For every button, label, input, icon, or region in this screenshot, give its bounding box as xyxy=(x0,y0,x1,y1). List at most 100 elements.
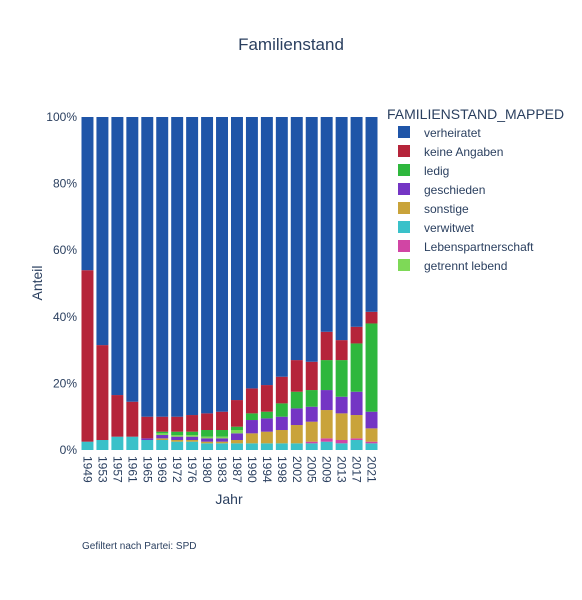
bar-segment-keine-angaben xyxy=(141,416,154,439)
x-axis: 1949 1953 1957 1961 1965 1969 1972 1976 1980 1983… xyxy=(80,456,378,483)
x-tick-label: 1980 xyxy=(200,456,214,483)
bar-segment-lebenspartnerschaft xyxy=(350,438,363,441)
bar-segment-keine-angaben xyxy=(320,331,333,361)
bar-segment-ledig xyxy=(156,431,169,434)
bar-segment-keine-angaben xyxy=(111,395,124,437)
y-axis: 0% 20% 40% 60% 80% 100% xyxy=(46,110,77,457)
bar-segment-verwitwet xyxy=(216,443,229,450)
bar-segment-verheiratet xyxy=(111,117,124,396)
x-tick-label: 1969 xyxy=(155,456,169,483)
filter-footnote: Gefiltert nach Partei: SPD xyxy=(82,541,197,552)
bar-segment-keine-angaben xyxy=(171,416,184,432)
bar-segment-sonstige xyxy=(171,440,184,442)
bar-segment-ledig xyxy=(350,343,363,392)
bar-segment-verheiratet xyxy=(156,117,169,417)
bar-segment-lebenspartnerschaft xyxy=(320,438,333,442)
bar-segment-ledig xyxy=(171,431,184,436)
bar-segment-verheiratet xyxy=(126,117,139,402)
bar-segment-verwitwet xyxy=(96,440,109,450)
legend-swatch xyxy=(398,145,410,157)
x-tick-label: 2002 xyxy=(290,456,304,483)
x-tick-label: 1998 xyxy=(275,456,289,483)
bar-segment-verwitwet xyxy=(156,440,169,450)
bar-segment-verheiratet xyxy=(186,117,199,416)
bar-segment-geschieden xyxy=(275,416,288,431)
bar-segment-verheiratet xyxy=(96,117,109,346)
bar-segment-sonstige xyxy=(245,433,258,444)
x-tick-label: 1961 xyxy=(125,456,139,483)
bar-segment-keine-angaben xyxy=(275,376,288,404)
bar-segment-keine-angaben xyxy=(186,415,199,432)
bar-segment-getrennt-lebend xyxy=(230,430,243,434)
bar-segment-geschieden xyxy=(141,438,154,441)
bar-segment-verwitwet xyxy=(305,443,318,450)
bar-segment-verheiratet xyxy=(171,117,184,417)
x-tick-label: 1965 xyxy=(140,456,154,483)
legend-item-label: verwitwet xyxy=(424,221,475,235)
legend-swatch xyxy=(398,240,410,252)
legend-swatch xyxy=(398,221,410,233)
bar-segment-ledig xyxy=(201,430,214,437)
legend-item-label: keine Angaben xyxy=(424,145,503,159)
y-tick-label: 20% xyxy=(53,376,77,390)
bar-segment-verwitwet xyxy=(141,440,154,450)
legend-item-label: sonstige xyxy=(424,202,469,216)
bar-segment-sonstige xyxy=(305,421,318,442)
bar-segment-verheiratet xyxy=(320,117,333,332)
bar-segment-verwitwet xyxy=(350,440,363,450)
bar-segment-keine-angaben xyxy=(245,388,258,414)
bar-segment-verwitwet xyxy=(230,443,243,450)
legend-swatch xyxy=(398,164,410,176)
x-tick-label: 2005 xyxy=(305,456,319,483)
bar-segment-ledig xyxy=(230,426,243,431)
bar-segment-verheiratet xyxy=(81,117,94,271)
x-tick-label: 2013 xyxy=(335,456,349,483)
bar-segment-verheiratet xyxy=(335,117,348,341)
bar-segment-geschieden xyxy=(201,438,214,442)
plot-area xyxy=(81,117,378,450)
bar-segment-sonstige xyxy=(290,425,303,444)
bar-segment-getrennt-lebend xyxy=(201,436,214,439)
bar-segment-verwitwet xyxy=(365,443,378,450)
legend-swatch xyxy=(398,183,410,195)
bar-segment-geschieden xyxy=(335,396,348,414)
bar-segment-sonstige xyxy=(156,438,169,441)
bar-segment-geschieden xyxy=(156,435,169,439)
y-tick-label: 0% xyxy=(60,443,78,457)
chart-title: Familienstand xyxy=(238,35,344,54)
bar-segment-ledig xyxy=(245,413,258,421)
bar-segment-getrennt-lebend xyxy=(186,435,199,437)
bar-segment-getrennt-lebend xyxy=(216,436,229,439)
bar-segment-keine-angaben xyxy=(350,326,363,344)
bar-segment-ledig xyxy=(216,430,229,437)
bar-segment-verheiratet xyxy=(141,117,154,417)
y-tick-label: 60% xyxy=(53,243,77,257)
x-tick-label: 1990 xyxy=(245,456,259,483)
legend-title: FAMILIENSTAND_MAPPED xyxy=(387,106,564,122)
bar-segment-getrennt-lebend xyxy=(156,433,169,436)
x-tick-label: 2017 xyxy=(350,456,364,483)
bar-segment-keine-angaben xyxy=(365,311,378,324)
bar-segment-verheiratet xyxy=(245,117,258,389)
bar-segment-ledig xyxy=(275,403,288,417)
legend: FAMILIENSTAND_MAPPED verheiratet keine An… xyxy=(387,106,564,273)
bar-segment-ledig xyxy=(335,360,348,397)
bar-segment-sonstige xyxy=(365,428,378,442)
bar-segment-ledig xyxy=(186,431,199,436)
bar-segment-verheiratet xyxy=(216,117,229,412)
bar-segment-verheiratet xyxy=(201,117,214,414)
x-tick-label: 2009 xyxy=(320,456,334,483)
x-tick-label: 1987 xyxy=(230,456,244,483)
bar-segment-keine-angaben xyxy=(96,345,109,441)
bar-segment-verwitwet xyxy=(81,441,94,450)
bar-segment-sonstige xyxy=(201,441,214,444)
bar-segment-sonstige xyxy=(335,413,348,441)
legend-swatch xyxy=(398,259,410,271)
bar-segment-ledig xyxy=(260,411,273,419)
legend-swatch xyxy=(398,202,410,214)
bar-segment-geschieden xyxy=(365,411,378,429)
y-tick-label: 80% xyxy=(53,177,77,191)
bar-segment-verwitwet xyxy=(245,443,258,450)
x-tick-label: 1983 xyxy=(215,456,229,483)
